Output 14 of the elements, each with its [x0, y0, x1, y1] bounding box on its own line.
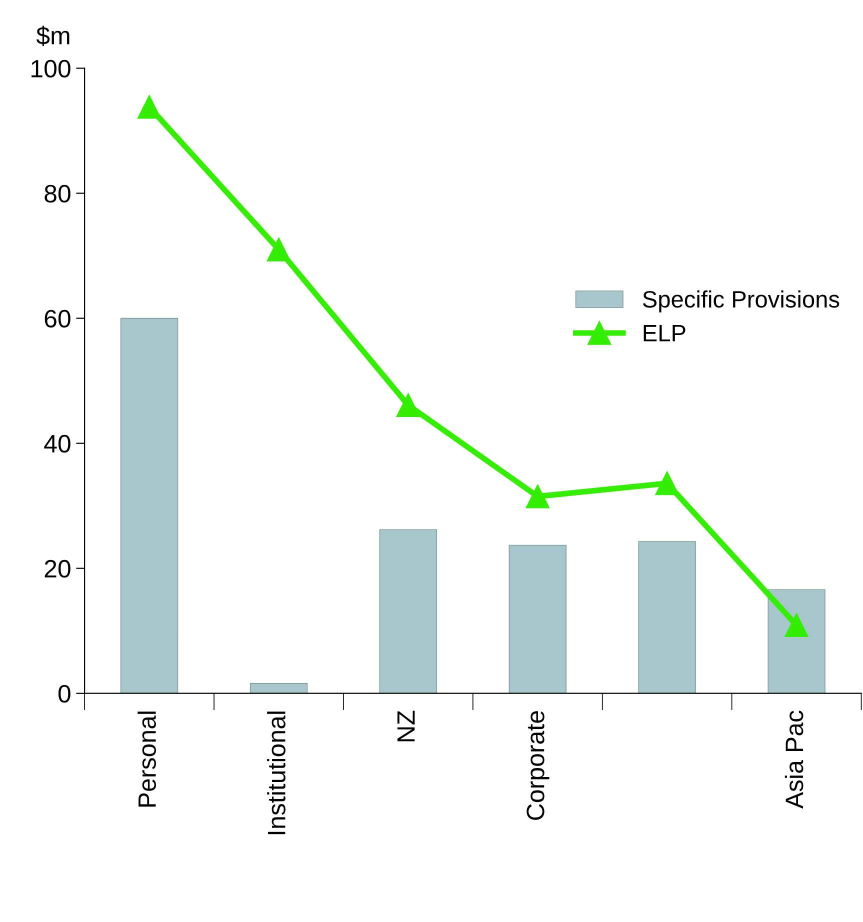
x-tick-label: Corporate	[526, 711, 550, 820]
legend-label: Specific Provisions	[642, 290, 840, 312]
y-tick-label: 40	[44, 434, 70, 453]
y-tick-label: 0	[58, 684, 70, 703]
legend-label: ELP	[644, 325, 686, 342]
x-tick-label: NZ	[397, 710, 415, 742]
x-tick-label: Asia Pac	[784, 710, 804, 809]
y-tick-label: 80	[44, 184, 70, 203]
x-tick-label: Personal	[138, 712, 156, 807]
y-tick-label: 60	[44, 310, 70, 328]
y-axis-title: $m	[36, 26, 70, 46]
y-tick-label: 100	[32, 60, 70, 78]
y-tick-label: 20	[44, 560, 70, 578]
x-tick-label: Institutional	[267, 712, 286, 834]
